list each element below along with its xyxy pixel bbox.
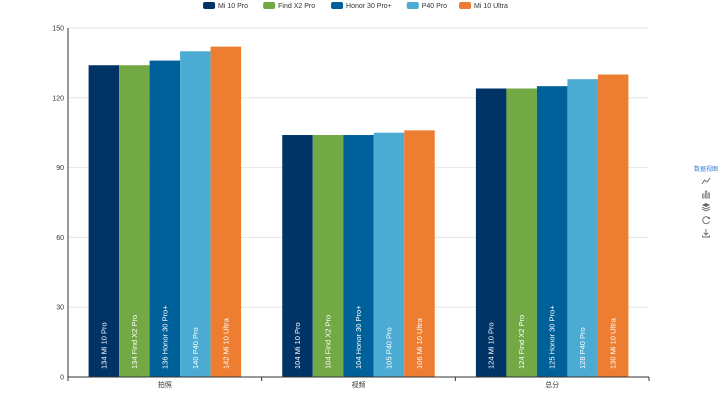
restore-icon[interactable] — [701, 215, 711, 225]
data-label: 104 Find X2 Pro — [324, 315, 333, 369]
x-tick-label: 总分 — [545, 380, 559, 389]
y-tick-label: 60 — [56, 235, 64, 242]
bar[interactable] — [210, 46, 242, 377]
data-label: 134 Mi 10 Pro — [99, 322, 108, 369]
data-label: 105 P40 Pro — [385, 327, 394, 369]
legend-label[interactable]: Mi 10 Pro — [218, 3, 248, 10]
data-label: 140 P40 Pro — [191, 327, 200, 369]
data-label: 104 Honor 30 Pro+ — [354, 305, 363, 369]
bar-chart-icon[interactable] — [701, 189, 711, 199]
bar[interactable] — [506, 88, 537, 377]
y-tick-label: 120 — [52, 95, 64, 102]
bar[interactable] — [475, 88, 507, 377]
bar[interactable] — [88, 65, 120, 377]
data-label: 134 Find X2 Pro — [130, 315, 139, 369]
data-view-button[interactable]: 数据视图 — [694, 167, 719, 173]
data-label: 124 Find X2 Pro — [517, 315, 526, 369]
data-label: 136 Honor 30 Pro+ — [160, 305, 169, 369]
bar[interactable] — [312, 135, 344, 377]
data-label: 106 Mi 10 Ultra — [415, 317, 424, 369]
data-label: 104 Mi 10 Pro — [293, 322, 302, 369]
legend-swatch[interactable] — [331, 2, 344, 9]
legend-swatch[interactable] — [459, 2, 472, 9]
axes: 0 30 60 90 120 150 拍照 视频 总分 — [52, 26, 650, 389]
data-label: 130 Mi 10 Ultra — [609, 317, 618, 369]
x-tick-label: 视频 — [352, 380, 366, 389]
y-tick-label: 30 — [56, 305, 64, 312]
bar[interactable] — [567, 79, 598, 377]
y-tick-label: 150 — [52, 26, 64, 33]
line-chart-icon[interactable] — [701, 176, 711, 186]
legend-label[interactable]: Find X2 Pro — [278, 3, 315, 10]
x-tick-label: 拍照 — [158, 380, 172, 389]
y-tick-label: 0 — [60, 375, 64, 382]
bar[interactable] — [536, 86, 568, 378]
stack-icon[interactable] — [701, 202, 711, 212]
legend-label[interactable]: Mi 10 Ultra — [474, 3, 508, 10]
legend-swatch[interactable] — [263, 2, 276, 9]
legend[interactable]: Mi 10 Pro Find X2 Pro Honor 30 Pro+ P40 Pro… — [203, 2, 508, 10]
data-label: 142 Mi 10 Ultra — [221, 317, 230, 369]
y-tick-label: 90 — [56, 165, 64, 172]
bar[interactable] — [597, 74, 629, 378]
bar[interactable] — [119, 65, 150, 377]
download-icon[interactable] — [701, 228, 711, 238]
bar[interactable] — [149, 60, 181, 377]
legend-label[interactable]: P40 Pro — [422, 3, 447, 10]
legend-label[interactable]: Honor 30 Pro+ — [346, 3, 392, 10]
bars: 134 Mi 10 Pro 134 Find X2 Pro 136 Honor 30… — [88, 46, 629, 378]
data-label: 125 Honor 30 Pro+ — [548, 305, 557, 369]
bar[interactable] — [343, 135, 374, 377]
data-label: 128 P40 Pro — [578, 327, 587, 369]
toolbox: 数据视图 — [694, 164, 718, 238]
bar[interactable] — [282, 135, 313, 377]
bar[interactable] — [180, 51, 211, 378]
legend-swatch[interactable] — [406, 2, 419, 9]
legend-swatch[interactable] — [203, 2, 216, 9]
data-label: 124 Mi 10 Pro — [487, 322, 496, 369]
bar[interactable] — [404, 130, 435, 377]
bar[interactable] — [373, 132, 405, 377]
